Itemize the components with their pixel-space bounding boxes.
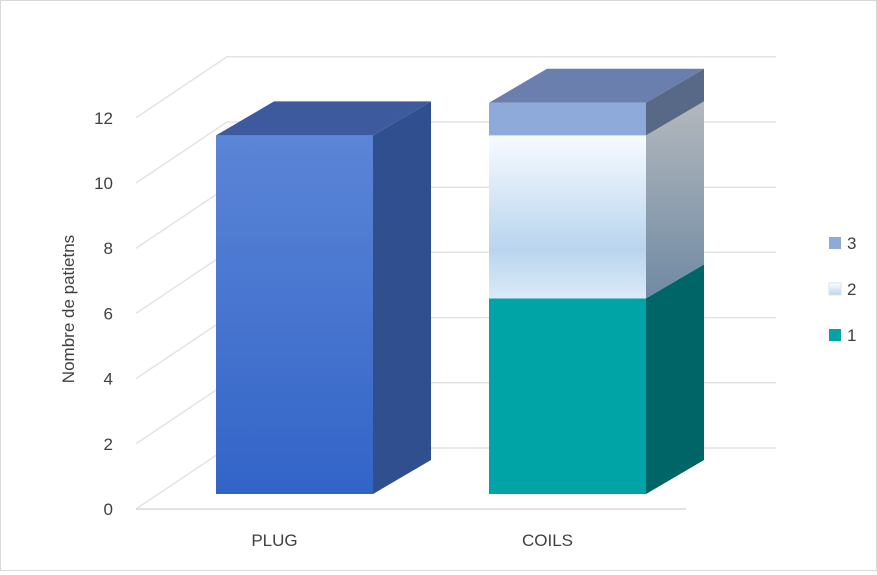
y-tick-label: 2 [104,435,113,454]
bar-plug-series-1 [216,135,373,494]
legend-swatch-2 [828,282,842,296]
bar-coils-series-3-side [646,68,704,136]
bar-coils-series-2-side [646,101,704,299]
y-tick-label: 12 [94,109,113,128]
bar-coils-series-3-top [489,68,704,103]
bar-coils-series-1 [489,298,646,494]
legend-label-3: 3 [847,234,856,253]
y-tick-label: 0 [104,500,113,519]
bar-plug-series-1-side [373,101,431,495]
bar-plug-series-1-top [216,101,431,136]
bar-coils-series-2 [489,135,646,299]
gridline [135,56,776,119]
x-tick-label: PLUG [251,531,297,550]
bars [216,68,704,495]
bar-coils-series-3 [489,102,646,136]
legend-label-2: 2 [847,280,856,299]
y-tick-label: 8 [104,239,113,258]
legend-label-1: 1 [847,326,856,345]
y-axis-title: Nombre de patietns [59,235,78,383]
y-tick-label: 6 [104,304,113,323]
legend: 3 2 1 [828,234,856,345]
legend-swatch-3 [829,237,841,249]
legend-swatch-1 [829,329,841,341]
x-tick-label: COILS [522,531,573,550]
y-tick-label: 10 [94,174,113,193]
axes: 0 2 4 6 8 10 12 PLUG COILS [94,109,686,550]
y-tick-label: 4 [104,370,113,389]
bar-coils-series-1-side [646,264,704,494]
